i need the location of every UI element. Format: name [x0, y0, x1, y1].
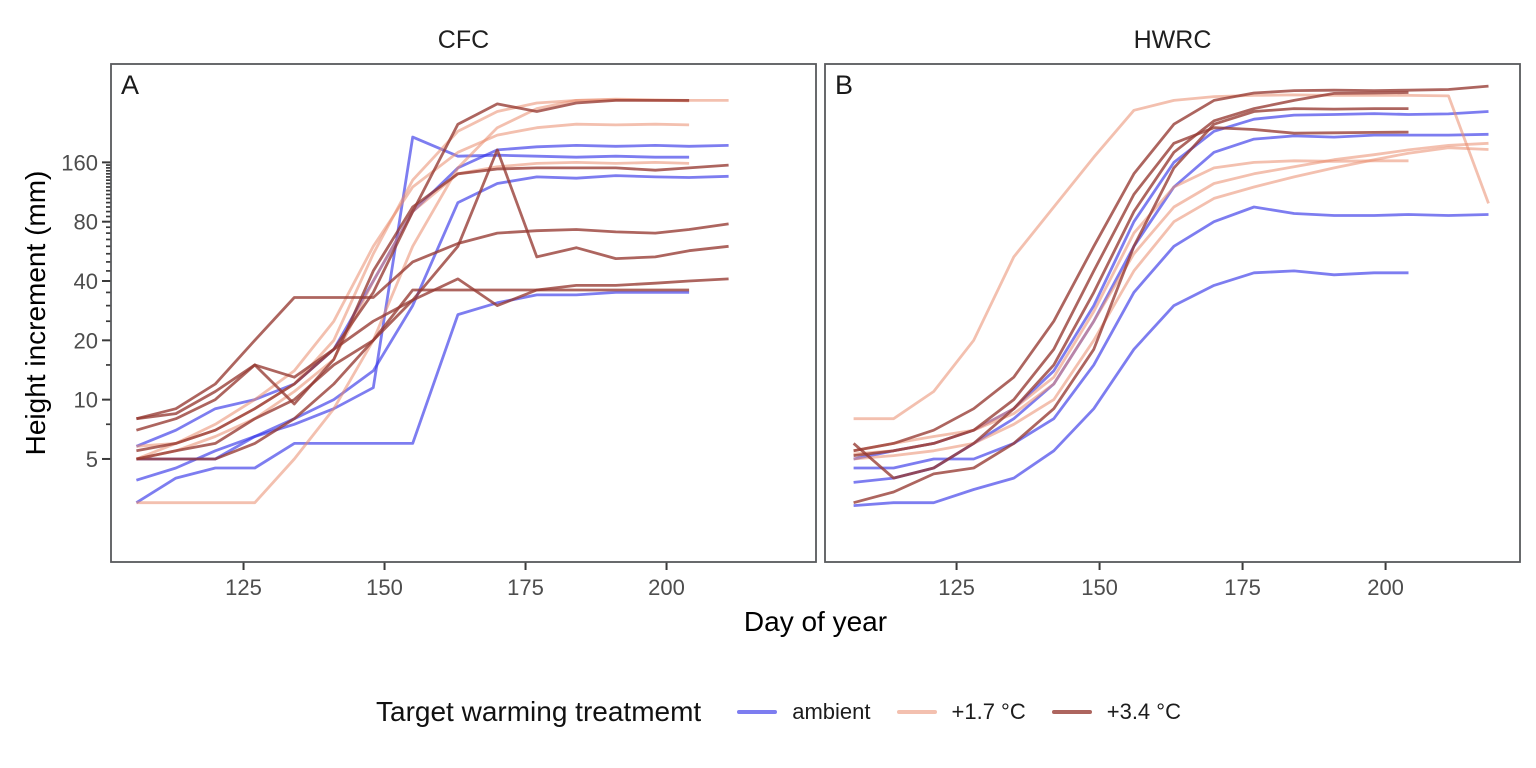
x-tick-label: 175 [507, 575, 544, 600]
plus-3-4-line-swatch-icon [1051, 710, 1092, 714]
panel-tag-b: B [835, 70, 854, 100]
y-axis-title: Height increment (mm) [20, 170, 51, 456]
series-line-HWRC-warm34-2 [853, 107, 1409, 505]
x-tick-label: 125 [225, 575, 262, 600]
ambient-line-swatch-icon [737, 710, 778, 714]
series-line-HWRC-warm34-1 [853, 84, 1489, 453]
legend-label-ambient: ambient [792, 699, 871, 724]
legend-item-plus17: +1.7 °C [896, 699, 1026, 725]
y-tick-label: 160 [61, 150, 98, 175]
y-tick-label: 10 [74, 388, 98, 413]
series-line-CFC-warm17-4 [135, 122, 690, 461]
series-line-CFC-warm34-4 [136, 277, 729, 421]
x-tick-label: 200 [1367, 575, 1404, 600]
series-line-CFC-warm34-5 [136, 288, 690, 461]
series-line-CFC-warm34-1 [136, 222, 729, 421]
series-line-CFC-warm34-6 [136, 99, 690, 453]
facet-title-hwrc: HWRC [1133, 26, 1212, 54]
series-line-HWRC-warm17-2 [853, 159, 1409, 456]
series-line-HWRC-ambient-1 [853, 269, 1409, 507]
x-tick-label: 175 [1224, 575, 1261, 600]
y-tick-label: 40 [74, 269, 98, 294]
x-tick-label: 150 [1081, 575, 1118, 600]
legend-label-plus17: +1.7 °C [951, 699, 1026, 724]
y-tick-label: 20 [74, 328, 98, 353]
legend-label-plus34: +3.4 °C [1106, 699, 1181, 724]
panel-tag-a: A [121, 70, 140, 100]
series-line-CFC-ambient-3 [135, 174, 729, 482]
x-tick-label: 125 [938, 575, 975, 600]
facet-title-cfc: CFC [437, 26, 490, 54]
series-line-CFC-warm34-3 [136, 163, 729, 432]
legend: Target warming treatmemt ambient +1.7 °C… [376, 696, 1207, 728]
series-line-HWRC-ambient-4 [853, 110, 1489, 461]
series-line-CFC-ambient-2 [135, 143, 729, 448]
panel-border-A [110, 63, 817, 563]
y-tick-label: 80 [74, 210, 98, 235]
legend-item-ambient: ambient [737, 699, 871, 725]
panel-border-B [824, 63, 1521, 563]
legend-item-plus34: +3.4 °C [1051, 699, 1181, 725]
series-line-CFC-warm34-2 [136, 148, 729, 461]
series-line-HWRC-warm17-3 [853, 146, 1489, 461]
series-line-HWRC-warm34-3 [852, 91, 1409, 480]
series-line-HWRC-warm34-4 [853, 126, 1409, 457]
series-line-HWRC-warm17-4 [853, 141, 1489, 453]
series-line-HWRC-warm17-1 [853, 93, 1490, 421]
x-tick-label: 200 [648, 575, 685, 600]
y-tick-label: 5 [86, 447, 98, 472]
plus-1-7-line-swatch-icon [896, 710, 937, 714]
x-axis-title: Day of year [743, 606, 888, 637]
series-line-HWRC-ambient-2 [853, 205, 1489, 470]
x-tick-label: 150 [366, 575, 403, 600]
series-line-CFC-ambient-1 [136, 135, 690, 461]
series-line-CFC-ambient-4 [135, 290, 690, 504]
legend-title: Target warming treatmemt [376, 696, 702, 727]
